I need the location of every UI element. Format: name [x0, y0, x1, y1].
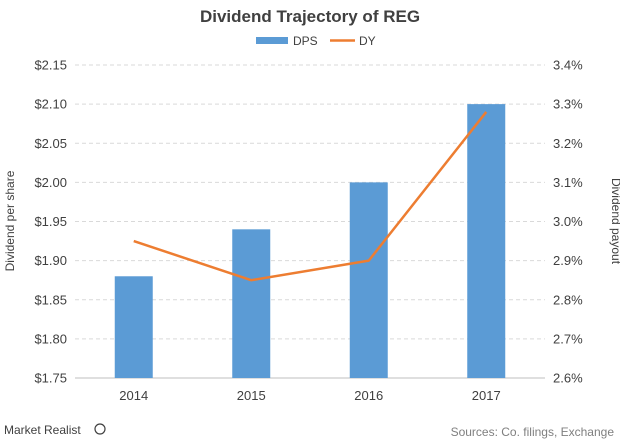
dps-bar-2016 [349, 182, 388, 378]
dps-bar-2017 [467, 104, 506, 378]
y-tick-label: $2.00 [34, 175, 67, 190]
legend-dps-label: DPS [293, 34, 318, 48]
dy-line-layer [133, 111, 488, 282]
legend-dps-swatch [256, 37, 288, 44]
y-tick-label: $2.10 [34, 97, 67, 112]
y2-tick-label: 3.3% [553, 97, 583, 112]
y-tick-label: $1.80 [34, 331, 67, 346]
y-tick-label: $1.90 [34, 253, 67, 268]
brand-mark-icon [94, 423, 106, 435]
y2-tick-label: 3.0% [553, 214, 583, 229]
y2-tick-label: 3.4% [553, 58, 583, 73]
x-tick-label: 2015 [237, 388, 266, 403]
source-note: Sources: Co. filings, Exchange [451, 425, 615, 439]
dy-line [133, 111, 488, 282]
y2-tick-label: 2.9% [553, 253, 583, 268]
left-axis-ticks: $1.75 $1.80 $1.85 $1.90 $1.95 $2.00 $2.05 $2.10… [34, 58, 67, 386]
legend-dy-label: DY [359, 34, 376, 48]
y-tick-label: $1.85 [34, 292, 67, 307]
x-axis-ticks: 2014 2015 2016 2017 [119, 388, 500, 403]
brand-logo: Market Realist [4, 423, 106, 437]
y2-tick-label: 2.7% [553, 331, 583, 346]
y-axis-title: Dividend per share [3, 170, 17, 271]
brand-name: Market Realist [4, 423, 81, 437]
y2-tick-label: 2.8% [553, 292, 583, 307]
y2-tick-label: 2.6% [553, 371, 583, 386]
y-tick-label: $2.15 [34, 58, 67, 73]
x-tick-label: 2016 [354, 388, 383, 403]
right-axis-ticks: 2.6% 2.7% 2.8% 2.9% 3.0% 3.1% 3.2% 3.3% 3.4% [553, 58, 583, 386]
y2-tick-label: 3.1% [553, 175, 583, 190]
x-tick-label: 2014 [119, 388, 148, 403]
chart-title: Dividend Trajectory of REG [200, 7, 420, 26]
legend: DPS DY [256, 34, 376, 48]
gridlines [75, 64, 545, 379]
dps-bar-2015 [232, 229, 271, 378]
y-tick-label: $1.95 [34, 214, 67, 229]
y-tick-label: $1.75 [34, 371, 67, 386]
dps-bars [114, 104, 506, 378]
y2-axis-title: Dividend payout [609, 178, 620, 265]
y-tick-label: $2.05 [34, 136, 67, 151]
y2-tick-label: 3.2% [553, 136, 583, 151]
x-tick-label: 2017 [472, 388, 501, 403]
dps-bar-2014 [114, 276, 153, 378]
